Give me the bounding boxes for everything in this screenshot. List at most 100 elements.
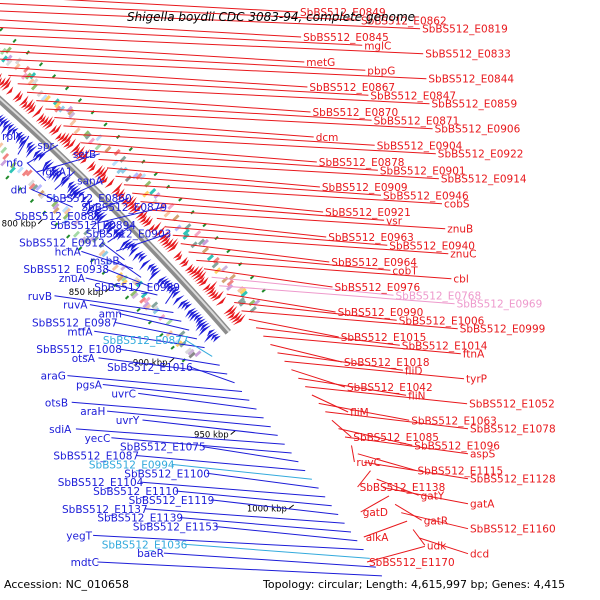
label-leader [298, 377, 407, 396]
label-leader [107, 224, 134, 243]
label-leader [75, 428, 285, 445]
label-leader [165, 286, 178, 304]
forward-gene-arrow [180, 259, 189, 268]
feature-block [201, 238, 209, 246]
feature-block [52, 207, 60, 215]
forward-gene-label: SbBS512_E0849 [300, 7, 386, 19]
reverse-gene-label: SbBS512_E0903 [86, 229, 172, 241]
label-leader [412, 529, 426, 546]
forward-gene-arrow [25, 101, 35, 113]
label-leader [256, 327, 400, 346]
forward-gene-label: SbBS512_E1128 [470, 474, 556, 486]
label-leader [85, 277, 158, 296]
feature-block [2, 152, 10, 161]
feature-block [61, 205, 69, 213]
feature-block [124, 175, 132, 183]
inner-tick [66, 234, 71, 239]
reverse-gene-arrow [172, 294, 185, 306]
forward-gene-arrow [110, 182, 123, 195]
reverse-gene-label: araH [80, 406, 105, 418]
reverse-gene-label: rplY [2, 131, 23, 143]
forward-gene-arrow [162, 238, 174, 249]
label-leader [63, 179, 105, 199]
label-leader [123, 184, 443, 205]
inner-tick [5, 175, 10, 180]
forward-gene-label: SbBS512_E0862 [361, 15, 447, 27]
label-leader [203, 268, 333, 288]
forward-gene-label: SbBS512_E0909 [322, 182, 408, 194]
reverse-gene-arrow [0, 114, 4, 119]
forward-gene-arrow [114, 188, 125, 199]
forward-gene-label: SbBS512_E0867 [309, 82, 395, 94]
forward-gene-label: SbBS512_E1052 [469, 399, 555, 411]
forward-gene-label: SbBS512_E0878 [319, 157, 405, 169]
feature-block [201, 246, 210, 254]
forward-gene-arrow [215, 296, 227, 306]
feature-block [149, 187, 157, 195]
kbp-label: 950 kbp [194, 431, 229, 441]
feature-block [167, 203, 175, 211]
feature-block [68, 111, 76, 119]
feature-block [9, 166, 16, 174]
forward-gene-label: fliM [350, 407, 369, 419]
forward-gene-arrow [232, 314, 246, 326]
reverse-gene-label: SbBS512_E1075 [120, 442, 206, 454]
label-leader [36, 100, 372, 121]
reverse-gene-arrow [50, 165, 59, 174]
feature-block [79, 236, 87, 244]
reverse-gene-arrow [93, 207, 102, 216]
reverse-gene-arrow [25, 145, 38, 158]
forward-gene-label: SbBS512_E0914 [441, 174, 527, 186]
label-leader [211, 499, 339, 515]
label-leader [185, 339, 213, 357]
reverse-gene-label: SbBS512_E0894 [50, 220, 136, 232]
inner-tick [124, 295, 130, 300]
reverse-gene-label: SbBS512_E1153 [133, 522, 219, 534]
label-leader [202, 446, 299, 463]
reverse-gene-arrow [60, 175, 69, 184]
forward-gene-arrow [192, 269, 205, 280]
forward-gene-arrow [116, 191, 126, 201]
reverse-gene-label: dld [11, 184, 27, 196]
outer-tick [0, 27, 4, 32]
reverse-gene-arrow [15, 131, 23, 140]
reverse-gene-arrow [195, 318, 206, 328]
forward-gene-arrow [0, 75, 12, 89]
forward-gene-arrow [153, 225, 166, 238]
feature-block [73, 127, 81, 135]
feature-block [25, 169, 33, 177]
feature-block [131, 292, 139, 300]
forward-gene-arrow [0, 77, 2, 84]
feature-block [151, 301, 159, 309]
forward-gene-arrow [69, 141, 82, 154]
forward-gene-label: dcm [316, 132, 339, 144]
reverse-gene-arrow [128, 246, 140, 258]
reverse-gene-arrow [149, 265, 158, 273]
forward-gene-label: dcd [470, 549, 489, 561]
reverse-gene-arrow [206, 329, 216, 337]
reverse-gene-arrow [198, 324, 212, 337]
forward-gene-arrow [12, 90, 22, 101]
feature-block [184, 347, 192, 355]
label-leader [54, 295, 174, 313]
forward-gene-arrow [104, 177, 115, 189]
forward-gene-label: SbBS512_E1138 [360, 482, 446, 494]
forward-gene-label: udk [427, 540, 447, 552]
label-leader [27, 144, 59, 164]
forward-gene-label: gatA [470, 499, 495, 511]
label-leader [115, 175, 382, 196]
forward-gene-arrow [124, 196, 137, 209]
feature-block [116, 275, 124, 283]
reverse-gene-arrow [203, 331, 217, 343]
feature-block [82, 237, 90, 244]
reverse-gene-arrow [26, 143, 36, 154]
reverse-gene-arrow [187, 309, 198, 320]
feature-block [65, 105, 73, 113]
forward-gene-label: metG [306, 57, 335, 69]
label-leader [196, 259, 452, 280]
label-leader [172, 234, 449, 255]
forward-gene-arrow [56, 132, 66, 142]
reverse-gene-arrow [171, 290, 181, 299]
forward-gene-arrow [137, 210, 149, 221]
feature-block [16, 166, 24, 174]
